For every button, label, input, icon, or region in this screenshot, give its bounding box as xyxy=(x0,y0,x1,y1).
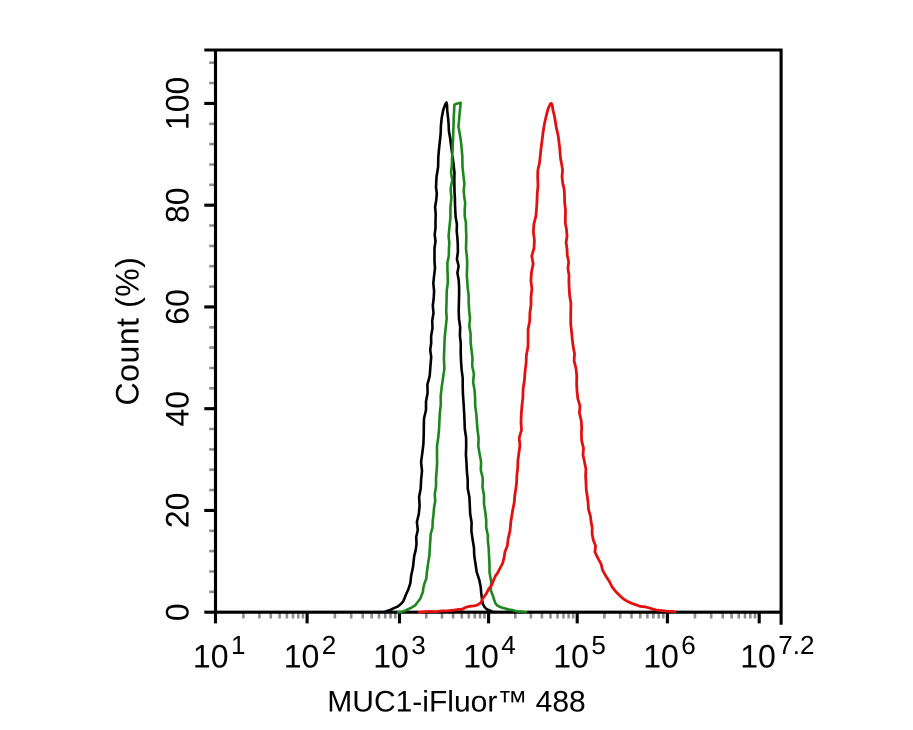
svg-text:3: 3 xyxy=(411,630,425,660)
svg-text:10: 10 xyxy=(193,639,229,675)
svg-text:10: 10 xyxy=(463,639,499,675)
svg-text:10: 10 xyxy=(373,639,409,675)
svg-text:10: 10 xyxy=(643,639,679,675)
svg-text:7.2: 7.2 xyxy=(778,630,814,660)
svg-text:2: 2 xyxy=(322,630,336,660)
svg-text:Count (%): Count (%) xyxy=(110,257,146,406)
svg-text:4: 4 xyxy=(501,630,515,660)
svg-text:10: 10 xyxy=(284,639,320,675)
svg-text:100: 100 xyxy=(160,77,196,130)
svg-text:10: 10 xyxy=(553,639,589,675)
svg-text:6: 6 xyxy=(681,630,695,660)
svg-text:10: 10 xyxy=(740,639,776,675)
svg-text:1: 1 xyxy=(231,630,245,660)
svg-text:20: 20 xyxy=(160,493,196,529)
svg-text:80: 80 xyxy=(160,187,196,223)
svg-text:0: 0 xyxy=(160,603,196,621)
svg-text:60: 60 xyxy=(160,289,196,325)
svg-text:5: 5 xyxy=(591,630,605,660)
svg-text:40: 40 xyxy=(160,391,196,427)
svg-text:MUC1-iFluor™ 488: MUC1-iFluor™ 488 xyxy=(327,685,585,718)
